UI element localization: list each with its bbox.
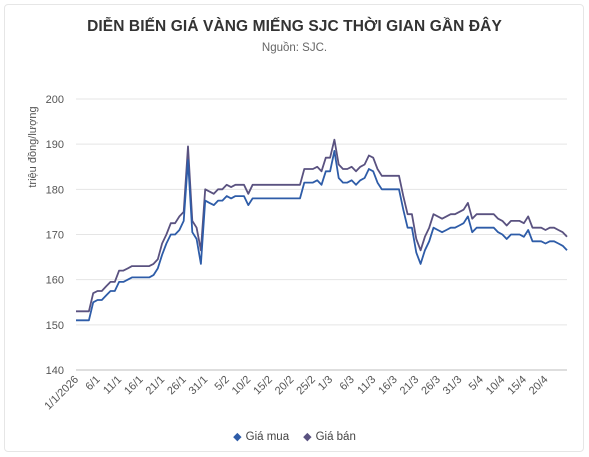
x-tick-label: 11/3 [355,374,378,397]
legend-item-gia-mua[interactable]: ◆ Giá mua [233,431,289,443]
x-tick-label: 15/4 [505,374,529,398]
x-tick-label: 25/2 [294,374,318,398]
chart-subtitle: Nguồn: SJC. [261,42,328,54]
x-tick-label: 26/3 [419,374,443,398]
x-tick-label: 5/2 [213,374,232,393]
x-tick-label: 20/2 [273,374,297,398]
x-tick-label: 21/1 [144,374,168,398]
x-tick-label: 31/1 [187,374,211,398]
x-tick-label: 31/3 [441,374,465,398]
y-tick-label: 200 [46,94,64,106]
x-tick-label: 15/2 [251,374,275,398]
x-tick-label: 11/1 [101,374,124,397]
x-tick-label: 16/1 [122,374,146,398]
legend-label: Giá mua [245,431,290,443]
x-tick-label: 20/4 [527,374,551,398]
chart-legend: ◆ Giá mua ◆ Giá bán [0,431,589,443]
y-tick-label: 150 [46,320,64,332]
x-tick-label: 6/1 [83,374,102,393]
x-tick-label: 16/3 [376,374,400,398]
y-axis-label: triệu đồng/lượng [27,106,39,187]
legend-diamond-icon: ◆ [303,430,312,443]
x-axis-ticks: 1/1/2026 6/111/116/121/126/131/1 5/210/215… [42,374,550,413]
y-tick-label: 180 [46,184,64,196]
x-tick-label: 10/4 [484,374,508,398]
legend-item-gia-ban[interactable]: ◆ Giá bán [303,431,356,443]
legend-diamond-icon: ◆ [233,430,242,443]
chart-title: DIỄN BIẾN GIÁ VÀNG MIẾNG SJC THỜI GIAN G… [87,18,502,35]
series-line [76,150,568,322]
legend-label: Giá bán [315,431,356,443]
x-tick-label: 21/3 [398,374,422,398]
x-tick-label: 26/1 [165,374,189,398]
x-tick-label: 1/1/2026 [42,374,81,413]
series-line [76,138,568,313]
series-lines [76,138,568,322]
grid-lines [76,98,567,371]
x-tick-label: 10/2 [230,374,254,398]
y-tick-label: 160 [46,275,64,287]
x-tick-label: 6/3 [337,374,356,393]
y-tick-label: 190 [46,139,64,151]
x-tick-label: 5/4 [467,374,486,393]
x-tick-label: 1/3 [316,374,335,393]
y-tick-label: 140 [46,365,64,377]
y-axis-ticks: 140 150 160 170 180 190 200 [46,94,64,377]
y-tick-label: 170 [46,230,64,242]
